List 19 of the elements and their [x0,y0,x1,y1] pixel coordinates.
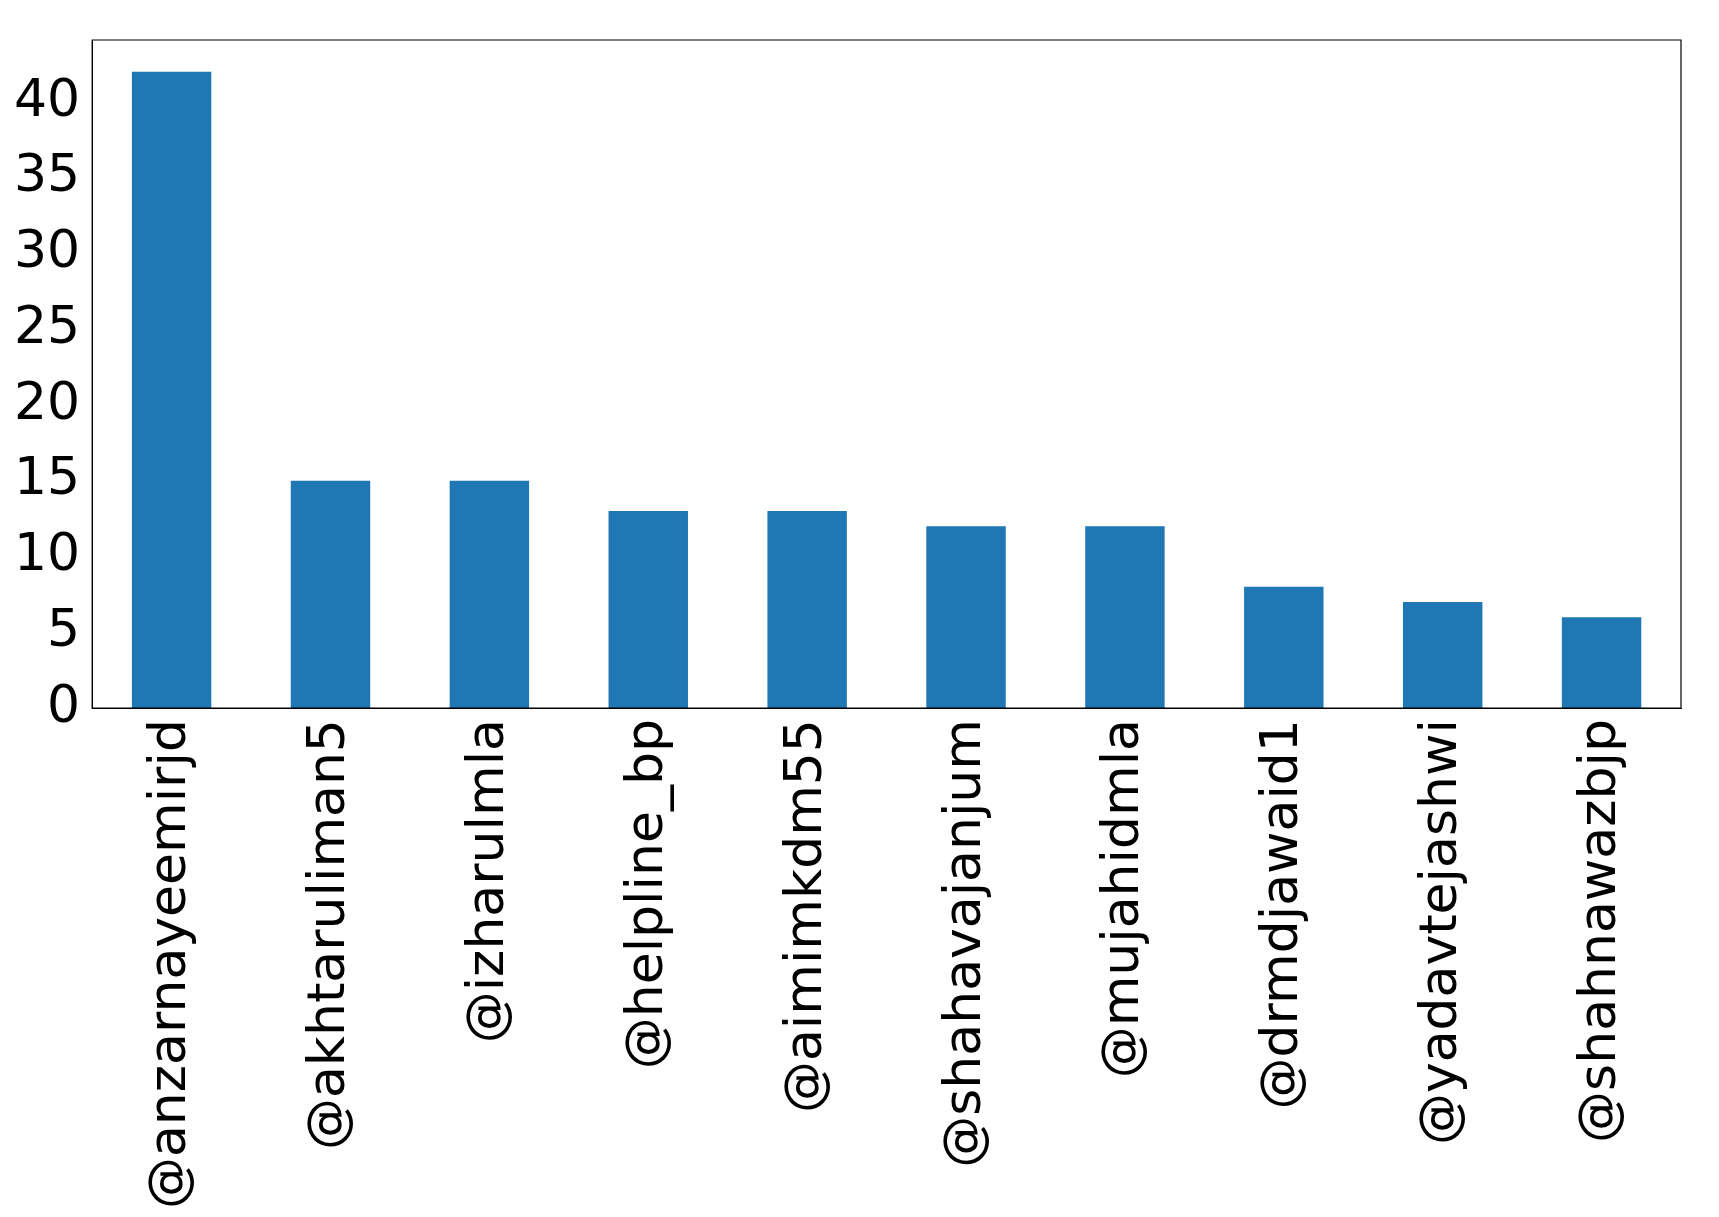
x-tick-label: @anzarnayeemirjd [137,719,198,1210]
x-tick-label: @izharulmla [454,719,515,1044]
y-tick-label: 20 [14,370,81,431]
x-tick-label: @mujahidmla [1090,719,1151,1079]
y-tick-label: 5 [47,597,81,658]
y-tick-label: 0 [47,673,81,734]
y-tick-label: 10 [14,522,81,583]
x-tick-label: @yadavtejashwi [1408,719,1469,1146]
y-tick-label: 40 [14,67,81,128]
y-tick-label: 25 [14,294,81,355]
x-tick-label: @akhtaruliman5 [296,719,357,1151]
y-tick-label: 35 [14,143,81,204]
x-tick-label: @shahavajanjum [931,719,992,1168]
y-tick-label: 15 [14,446,81,507]
x-tick-label: @helpline_bp [613,719,674,1070]
x-tick-label: @drmdjawaid1 [1249,719,1310,1110]
y-tick-label: 30 [14,219,81,280]
x-tick-label: @shahnawazbjp [1567,719,1628,1143]
x-tick-label: @aimimkdm55 [772,719,833,1114]
